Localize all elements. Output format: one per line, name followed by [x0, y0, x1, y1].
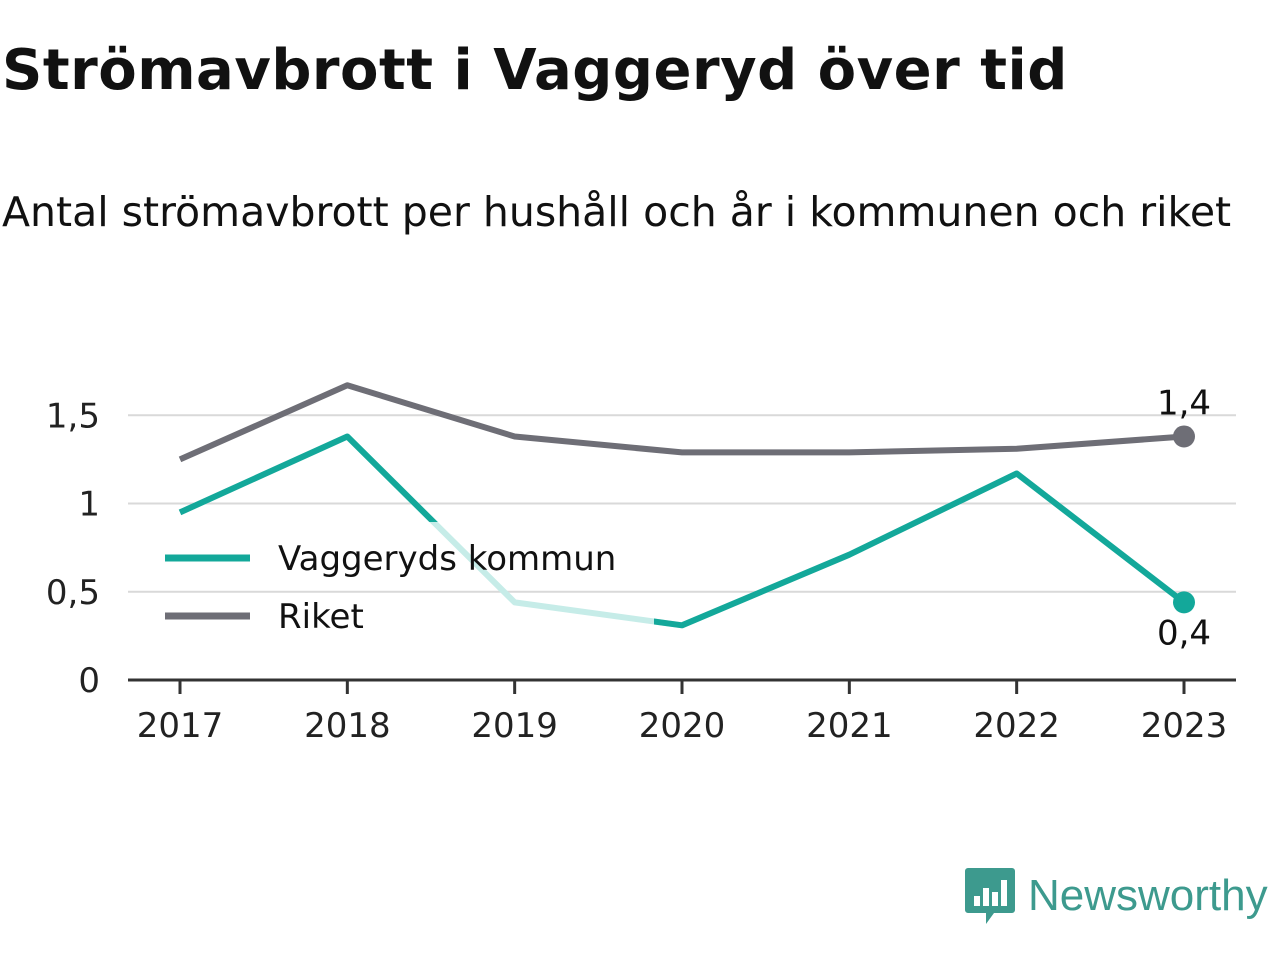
y-tick-label: 1,5 [46, 396, 100, 436]
legend: Vaggeryds kommun Riket [165, 539, 616, 637]
y-tick-label: 0 [78, 661, 100, 701]
series-line [178, 382, 1185, 463]
legend-label: Vaggeryds kommun [278, 539, 616, 579]
end-point-marker [1173, 425, 1195, 448]
x-tick-label: 2018 [304, 706, 391, 746]
x-tick-label: 2023 [1141, 706, 1228, 746]
end-point-marker [1173, 591, 1195, 614]
end-labels: 1,4 0,4 [1157, 383, 1211, 653]
x-axis: 2017 2018 2019 2020 2021 2022 2023 [128, 678, 1236, 746]
chart-title: Strömavbrott i Vaggeryd över tid [2, 38, 1068, 103]
y-axis-ticks: 0 0,5 1 1,5 [46, 396, 100, 701]
brand-logo: Newsworthy [964, 866, 1268, 926]
newsworthy-logo-icon [965, 868, 1015, 924]
legend-label: Riket [278, 597, 364, 637]
x-tick-label: 2017 [137, 706, 224, 746]
chart-subtitle: Antal strömavbrott per hushåll och år i … [2, 188, 1232, 236]
end-value-label: 1,4 [1157, 383, 1211, 423]
end-value-label: 0,4 [1157, 613, 1211, 653]
y-tick-label: 0,5 [46, 573, 100, 613]
series-line [178, 433, 1186, 629]
x-tick-label: 2021 [806, 706, 893, 746]
brand-name: Newsworthy [1028, 871, 1268, 920]
x-tick-label: 2019 [471, 706, 558, 746]
series-lines [178, 382, 1195, 629]
x-tick-label: 2020 [639, 706, 726, 746]
x-tick-label: 2022 [973, 706, 1060, 746]
y-tick-label: 1 [78, 485, 100, 525]
